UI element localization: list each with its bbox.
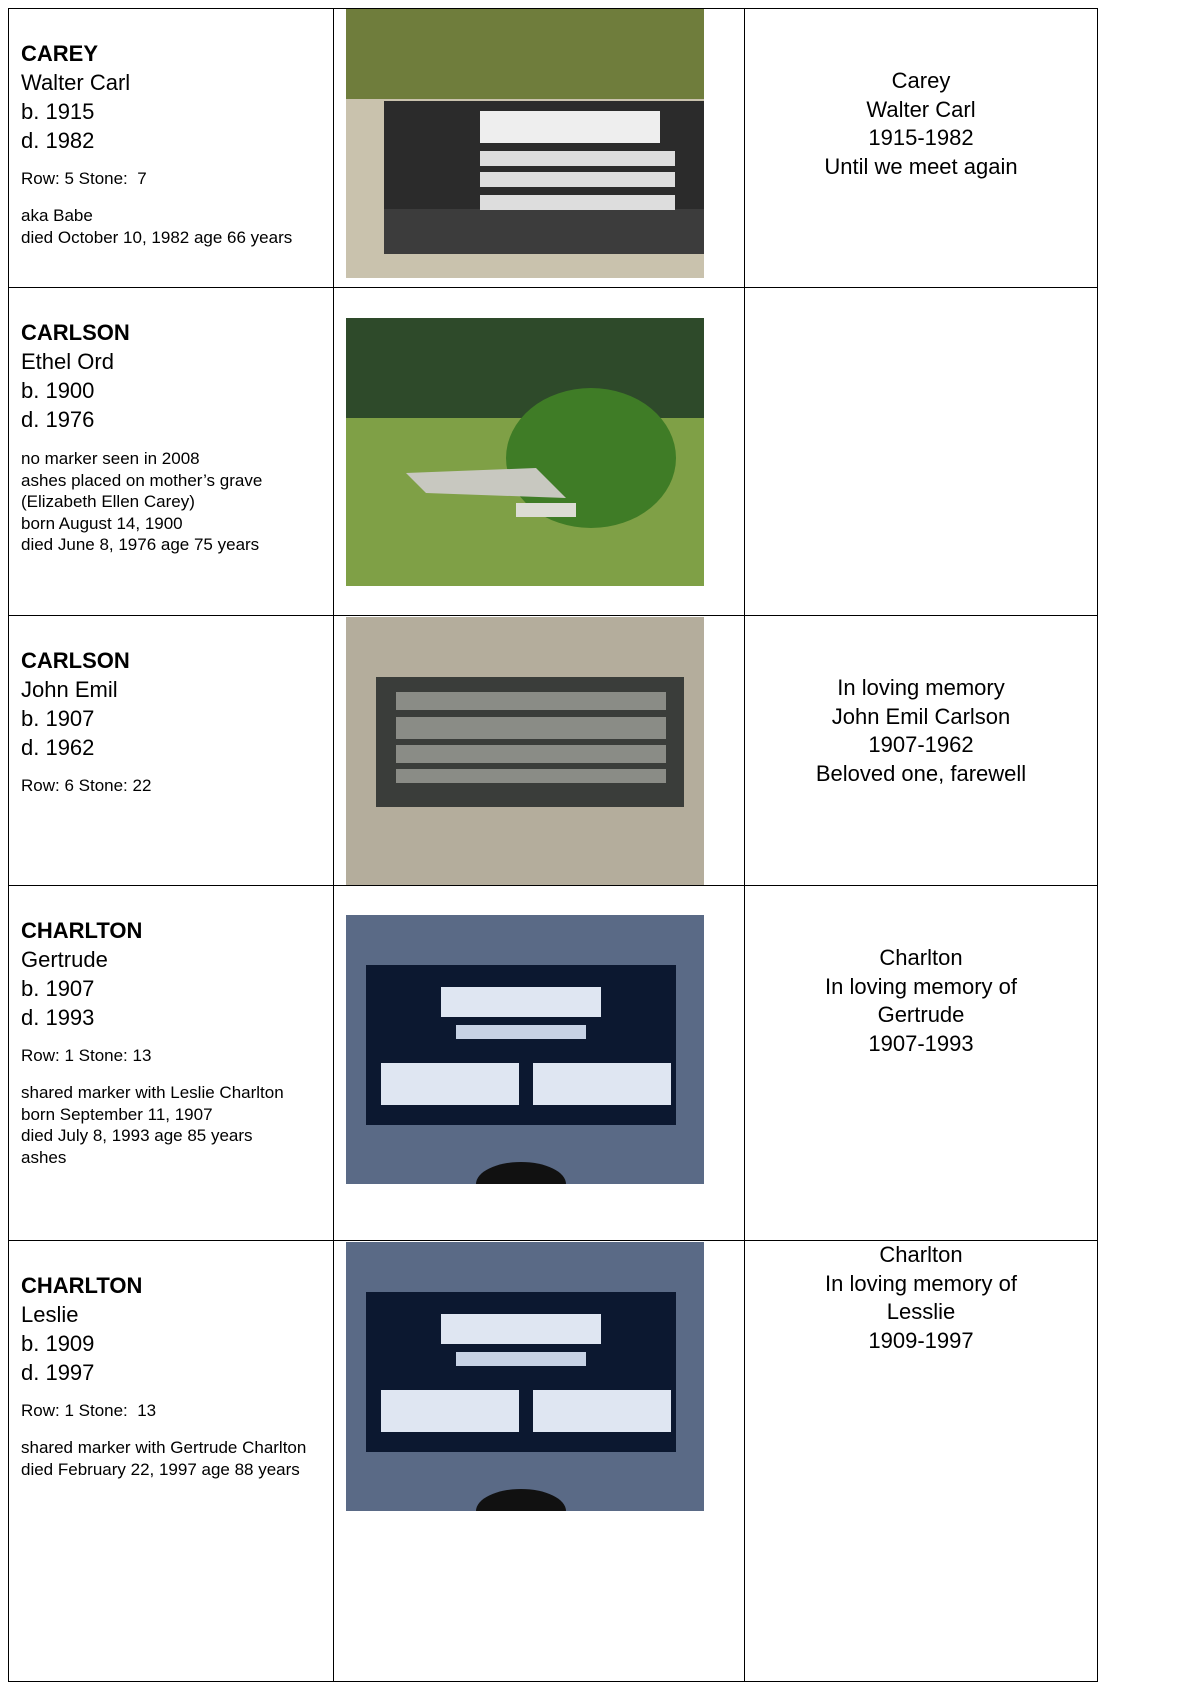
notes: aka Babe died October 10, 1982 age 66 yea… — [21, 205, 321, 248]
inscription-line: Carey — [891, 68, 951, 93]
notes: shared marker with Leslie Charlton born S… — [21, 1082, 321, 1168]
note-line: shared marker with Leslie Charlton — [21, 1083, 284, 1102]
inscription-line: Gertrude — [877, 1002, 965, 1027]
burial-table: CAREY Walter Carl b. 1915 d. 1982 Row: 5 Sto… — [8, 8, 1098, 1682]
plot-location: Row: 1 Stone: 13 — [21, 1046, 152, 1065]
inscription-line: Charlton — [879, 1242, 963, 1267]
inscription-line: 1909-1997 — [868, 1327, 974, 1353]
photo-cell — [333, 8, 745, 288]
photo — [346, 915, 704, 1184]
given-names: Gertrude — [21, 947, 108, 972]
person-cell: CARLSON John Emil b. 1907 d. 1962 Row: 6 Sto… — [8, 615, 334, 886]
inscription-line: 1907-1962 — [868, 732, 974, 757]
inscription-line: Lesslie — [886, 1299, 956, 1324]
plot-location: Row: 1 Stone: 13 — [21, 1401, 157, 1420]
entry-row: CARLSON Ethel Ord b. 1900 d. 1976 no marker … — [8, 287, 1098, 616]
death-year: d. 1997 — [21, 1360, 95, 1385]
inscription-line: Walter Carl — [866, 96, 976, 122]
given-names: Ethel Ord — [21, 349, 114, 374]
person-cell: CARLSON Ethel Ord b. 1900 d. 1976 no marker … — [8, 287, 334, 616]
death-year: d. 1976 — [21, 407, 95, 432]
entry-row: CHARLTON Gertrude b. 1907 d. 1993 Row: 1 Sto… — [8, 885, 1098, 1241]
note-line: died October 10, 1982 age 66 years — [21, 227, 293, 247]
surname: CHARLTON — [21, 918, 143, 943]
inscription-cell: Carey Walter Carl 1915-1982 Until we meet a… — [744, 8, 1098, 288]
photo-cell — [333, 287, 745, 616]
inscription-line: 1915-1982 — [868, 125, 974, 150]
note-line: born September 11, 1907 — [21, 1104, 213, 1124]
surname: CAREY — [21, 41, 99, 66]
inscription-line: In loving memory of — [825, 1270, 1017, 1296]
inscription-cell — [744, 287, 1098, 616]
birth-year: b. 1909 — [21, 1331, 95, 1356]
person-cell: CHARLTON Leslie b. 1909 d. 1997 Row: 1 Stone… — [8, 1240, 334, 1682]
inscription-line: In loving memory — [837, 675, 1005, 700]
entry-row: CARLSON John Emil b. 1907 d. 1962 Row: 6 Sto… — [8, 615, 1098, 886]
inscription-cell: Charlton In loving memory of Gertrude 1907-… — [744, 885, 1098, 1241]
given-names: John Emil — [21, 677, 118, 702]
inscription-cell: In loving memory John Emil Carlson 1907-19… — [744, 615, 1098, 886]
surname: CARLSON — [21, 648, 130, 673]
photo-cell — [333, 1240, 745, 1682]
inscription-line: Until we meet again — [824, 153, 1018, 179]
note-line: ashes — [21, 1147, 67, 1167]
photo — [346, 318, 704, 586]
note-line: died July 8, 1993 age 85 years — [21, 1126, 253, 1145]
surname: CHARLTON — [21, 1273, 143, 1298]
inscription-cell: Charlton In loving memory of Lesslie 1909-1… — [744, 1240, 1098, 1682]
photo — [346, 617, 704, 885]
death-year: d. 1982 — [21, 128, 95, 153]
photo-cell — [333, 615, 745, 886]
birth-year: b. 1900 — [21, 378, 95, 403]
plot-location: Row: 5 Stone: 7 — [21, 169, 147, 188]
inscription-line: Beloved one, farewell — [815, 760, 1027, 786]
photo — [346, 9, 704, 278]
inscription-line: John Emil Carlson — [831, 703, 1011, 729]
plot-location: Row: 6 Stone: 22 — [21, 776, 152, 795]
inscription-line: Charlton — [879, 945, 963, 970]
death-year: d. 1993 — [21, 1005, 95, 1030]
birth-year: b. 1915 — [21, 99, 95, 124]
inscription-line: 1907-1993 — [868, 1030, 974, 1056]
death-year: d. 1962 — [21, 735, 95, 760]
note-line: ashes placed on mother’s grave (Elizabet… — [21, 470, 263, 512]
given-names: Leslie — [21, 1302, 79, 1327]
entry-row: CAREY Walter Carl b. 1915 d. 1982 Row: 5 Sto… — [8, 8, 1098, 288]
note-line: died February 22, 1997 age 88 years — [21, 1459, 300, 1479]
notes: shared marker with Gertrude Charlton died… — [21, 1437, 321, 1480]
surname: CARLSON — [21, 320, 130, 345]
note-line: born August 14, 1900 — [21, 513, 183, 533]
person-cell: CAREY Walter Carl b. 1915 d. 1982 Row: 5 Sto… — [8, 8, 334, 288]
given-names: Walter Carl — [21, 70, 131, 95]
entry-row: CHARLTON Leslie b. 1909 d. 1997 Row: 1 Stone… — [8, 1240, 1098, 1682]
note-line: died June 8, 1976 age 75 years — [21, 535, 260, 554]
birth-year: b. 1907 — [21, 976, 95, 1001]
note-line: shared marker with Gertrude Charlton — [21, 1438, 307, 1457]
note-line: no marker seen in 2008 — [21, 449, 200, 468]
inscription-line: In loving memory of — [825, 973, 1017, 999]
photo-cell — [333, 885, 745, 1241]
notes: no marker seen in 2008 ashes placed on mo… — [21, 448, 321, 556]
person-cell: CHARLTON Gertrude b. 1907 d. 1993 Row: 1 Sto… — [8, 885, 334, 1241]
note-line: aka Babe — [21, 206, 93, 225]
birth-year: b. 1907 — [21, 706, 95, 731]
photo — [346, 1242, 704, 1511]
